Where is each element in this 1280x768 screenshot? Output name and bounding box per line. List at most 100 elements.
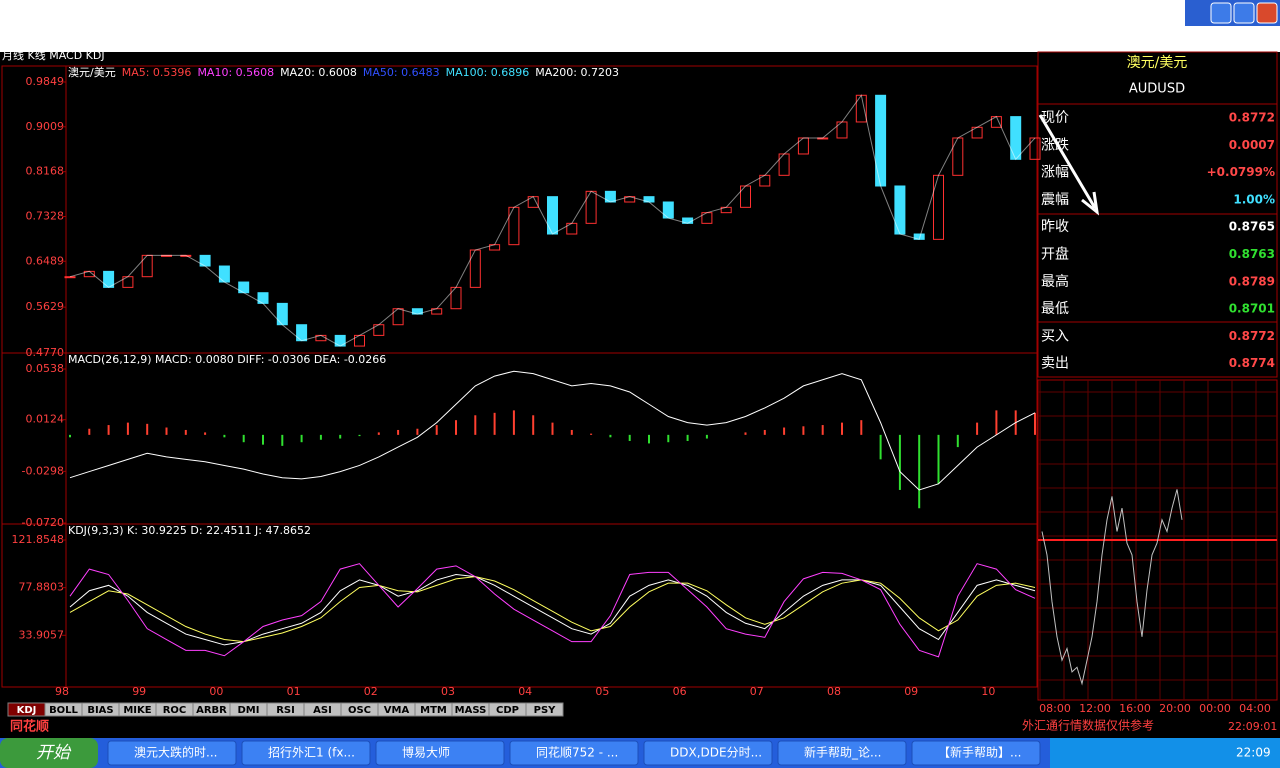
quote-label: 震幅 xyxy=(1041,192,1069,208)
quote-label: 买入 xyxy=(1041,328,1069,344)
tab-label: RSI xyxy=(276,705,295,716)
quote-value: 0.8774 xyxy=(1229,356,1275,370)
quote-label: 最高 xyxy=(1041,273,1069,290)
quote-value: 0.0007 xyxy=(1229,138,1275,152)
tab-label: KDJ xyxy=(17,705,37,716)
candle xyxy=(875,94,887,187)
candle xyxy=(1010,116,1022,160)
kdj-line xyxy=(69,563,1036,658)
x-tick-label: 02 xyxy=(364,685,378,698)
candle xyxy=(894,185,906,235)
kdj-line xyxy=(69,573,1036,646)
start-button[interactable] xyxy=(0,738,98,768)
task-button[interactable] xyxy=(375,740,505,766)
panel-title: KDJ(9,3,3) K: 30.9225 D: 22.4511 J: 47.8… xyxy=(68,524,311,537)
legend-entry: MA10: 0.5608 xyxy=(197,66,274,79)
task-label: DDX,DDE分时... xyxy=(670,746,762,760)
quote-value: 0.8772 xyxy=(1229,329,1275,343)
x-tick-label: 00:00 xyxy=(1199,702,1231,715)
tab[interactable] xyxy=(525,702,564,717)
x-tick-label: 08 xyxy=(827,685,841,698)
app-name: 同花顺 xyxy=(10,719,49,735)
tab-label: ARBR xyxy=(196,705,227,716)
quote-value: 0.8763 xyxy=(1229,247,1275,261)
task-button[interactable] xyxy=(777,740,907,766)
candle xyxy=(64,276,76,279)
legend-entry: MA20: 0.6008 xyxy=(280,66,357,79)
task-button[interactable] xyxy=(911,740,1041,766)
y-tick-label: 0.5629 xyxy=(26,300,65,313)
quote-label: 最低 xyxy=(1041,301,1069,317)
notice: 外汇通行情数据仅供参考 xyxy=(1022,718,1154,733)
task-label: 博易大师 xyxy=(402,745,450,760)
y-tick-label: -0.0720 xyxy=(22,516,64,529)
quote-label: 现价 xyxy=(1041,110,1069,126)
x-tick-label: 05 xyxy=(595,685,609,698)
y-tick-label: 0.9009 xyxy=(26,120,65,133)
x-tick-label: 06 xyxy=(673,685,687,698)
tab-label: MTM xyxy=(420,705,447,716)
quote-label: 涨幅 xyxy=(1041,165,1069,181)
x-tick-label: 07 xyxy=(750,685,764,698)
y-tick-label: 121.8548 xyxy=(12,533,65,546)
quote-label: 昨收 xyxy=(1041,219,1069,235)
y-tick-label: 0.0124 xyxy=(26,413,65,426)
close-button[interactable] xyxy=(1256,2,1278,24)
status-bar xyxy=(0,718,1280,738)
task-button[interactable] xyxy=(643,740,773,766)
frames xyxy=(1,51,1278,701)
kdj-line xyxy=(69,576,1036,643)
x-tick-label: 99 xyxy=(132,685,146,698)
task-button[interactable] xyxy=(509,740,639,766)
legend-entry: MA200: 0.7203 xyxy=(535,66,619,79)
candle xyxy=(547,196,558,235)
x-tick-label: 98 xyxy=(55,685,69,698)
clock: 22:09 xyxy=(1236,746,1271,760)
legend-entry: MA5: 0.5396 xyxy=(122,66,192,79)
minimize-button[interactable] xyxy=(1210,2,1232,24)
x-tick-label: 08:00 xyxy=(1039,702,1071,715)
legend-entry: MA50: 0.6483 xyxy=(363,66,440,79)
task-label: 澳元大跌的时... xyxy=(134,745,217,760)
quote-value: 0.8701 xyxy=(1229,302,1275,316)
task-label: 招行外汇1 (fx... xyxy=(268,746,355,760)
title-area xyxy=(0,0,1280,52)
y-tick-label: -0.0298 xyxy=(22,464,64,477)
x-tick-label: 10 xyxy=(981,685,995,698)
quote-label: 开盘 xyxy=(1041,246,1069,263)
quote-value: 1.00% xyxy=(1233,192,1275,206)
x-tick-label: 20:00 xyxy=(1159,702,1191,715)
view-header: 月线 K线 MACD KDJ xyxy=(2,48,105,62)
maximize-button[interactable] xyxy=(1233,2,1255,24)
quote-label: 涨跌 xyxy=(1041,137,1069,153)
legend-entry: 澳元/美元 xyxy=(68,66,116,79)
quote-label: 卖出 xyxy=(1041,356,1069,372)
y-tick-label: 0.0538 xyxy=(26,362,65,375)
quote-name: 澳元/美元 xyxy=(1127,55,1188,71)
quote-value: 0.8789 xyxy=(1229,274,1275,288)
tab-label: ROC xyxy=(163,705,187,716)
task-label: 同花顺752 - ... xyxy=(536,745,618,760)
x-tick-label: 04 xyxy=(518,685,532,698)
task-button[interactable] xyxy=(107,740,237,766)
x-tick-label: 16:00 xyxy=(1119,702,1151,715)
legend-entry: MA100: 0.6896 xyxy=(446,66,530,79)
x-tick-label: 04:00 xyxy=(1239,702,1271,715)
task-label: 【新手帮助】... xyxy=(938,745,1021,760)
status-time: 22:09:01 xyxy=(1228,720,1277,733)
tab-label: BOLL xyxy=(49,705,78,716)
tab-label: PSY xyxy=(534,705,557,716)
intraday-line xyxy=(1041,489,1183,686)
y-tick-label: 77.8803 xyxy=(19,581,65,594)
tab-label: MASS xyxy=(455,705,487,716)
task-label: 新手帮助_论... xyxy=(804,745,881,760)
quote-value: 0.8772 xyxy=(1229,111,1275,125)
x-tick-label: 01 xyxy=(287,685,301,698)
task-button[interactable] xyxy=(241,740,371,766)
y-tick-label: 0.6489 xyxy=(26,254,65,267)
x-tick-label: 09 xyxy=(904,685,918,698)
quote-value: +0.0799% xyxy=(1207,165,1275,179)
tab-label: DMI xyxy=(238,705,260,716)
